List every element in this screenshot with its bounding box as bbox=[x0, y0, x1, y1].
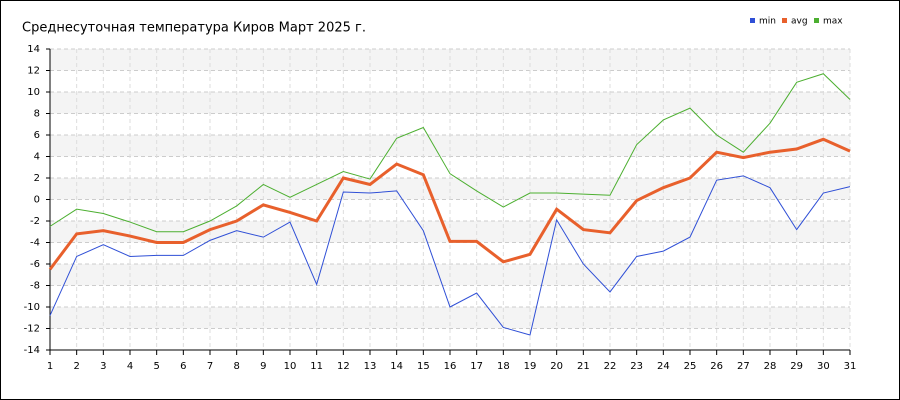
x-tick-label: 7 bbox=[207, 361, 213, 372]
x-tick-label: 24 bbox=[657, 361, 670, 372]
y-tick-label: 0 bbox=[34, 195, 40, 206]
y-tick-label: -12 bbox=[24, 324, 40, 335]
band bbox=[50, 92, 850, 114]
x-tick-label: 22 bbox=[604, 361, 617, 372]
y-tick-label: 2 bbox=[34, 173, 40, 184]
y-tick-label: -2 bbox=[30, 216, 40, 227]
x-tick-label: 29 bbox=[790, 361, 803, 372]
x-tick-label: 26 bbox=[710, 361, 723, 372]
series-line bbox=[48, 137, 851, 271]
y-tick-label: 10 bbox=[27, 87, 40, 98]
x-tick-label: 31 bbox=[844, 361, 857, 372]
x-tick-label: 20 bbox=[550, 361, 563, 372]
legend: min bbox=[759, 17, 776, 27]
x-tick-label: 25 bbox=[684, 361, 697, 372]
x-tick-label: 2 bbox=[73, 361, 79, 372]
band bbox=[50, 135, 850, 157]
x-tick-label: 8 bbox=[233, 361, 239, 372]
x-tick-label: 18 bbox=[497, 361, 510, 372]
x-tick-label: 17 bbox=[470, 361, 483, 372]
x-tick-label: 10 bbox=[284, 361, 297, 372]
chart-title: Среднесуточная температура Киров Март 20… bbox=[22, 21, 366, 36]
x-tick-label: 4 bbox=[127, 361, 133, 372]
y-tick-label: 12 bbox=[27, 66, 40, 77]
legend-swatch bbox=[814, 18, 819, 23]
y-tick-label: 8 bbox=[34, 109, 40, 120]
x-tick-label: 27 bbox=[737, 361, 750, 372]
x-tick-label: 16 bbox=[444, 361, 457, 372]
x-tick-label: 13 bbox=[364, 361, 377, 372]
y-tick-label: -8 bbox=[30, 281, 40, 292]
x-tick-label: 9 bbox=[260, 361, 266, 372]
x-tick-label: 30 bbox=[817, 361, 830, 372]
series-line bbox=[49, 73, 851, 233]
x-tick-label: 1 bbox=[47, 361, 53, 372]
x-tick-label: 12 bbox=[337, 361, 350, 372]
series-line bbox=[49, 175, 851, 336]
y-tick-label: 14 bbox=[27, 44, 40, 55]
x-tick-label: 6 bbox=[180, 361, 186, 372]
y-tick-label: 4 bbox=[34, 152, 40, 163]
x-tick-label: 5 bbox=[153, 361, 159, 372]
x-tick-label: 19 bbox=[524, 361, 537, 372]
y-tick-label: -4 bbox=[30, 238, 40, 249]
legend: max bbox=[823, 17, 843, 27]
legend-swatch bbox=[750, 18, 755, 23]
y-tick-label: -14 bbox=[24, 345, 40, 356]
x-tick-label: 3 bbox=[100, 361, 106, 372]
x-tick-label: 21 bbox=[577, 361, 590, 372]
y-tick-label: -10 bbox=[24, 302, 40, 313]
y-tick-label: 6 bbox=[34, 130, 40, 141]
x-tick-label: 15 bbox=[417, 361, 430, 372]
y-tick-label: -6 bbox=[30, 259, 40, 270]
x-tick-label: 14 bbox=[390, 361, 403, 372]
legend-swatch bbox=[782, 18, 787, 23]
x-tick-label: 28 bbox=[764, 361, 777, 372]
legend: avg bbox=[791, 17, 808, 27]
x-tick-label: 11 bbox=[310, 361, 323, 372]
x-tick-label: 23 bbox=[630, 361, 643, 372]
